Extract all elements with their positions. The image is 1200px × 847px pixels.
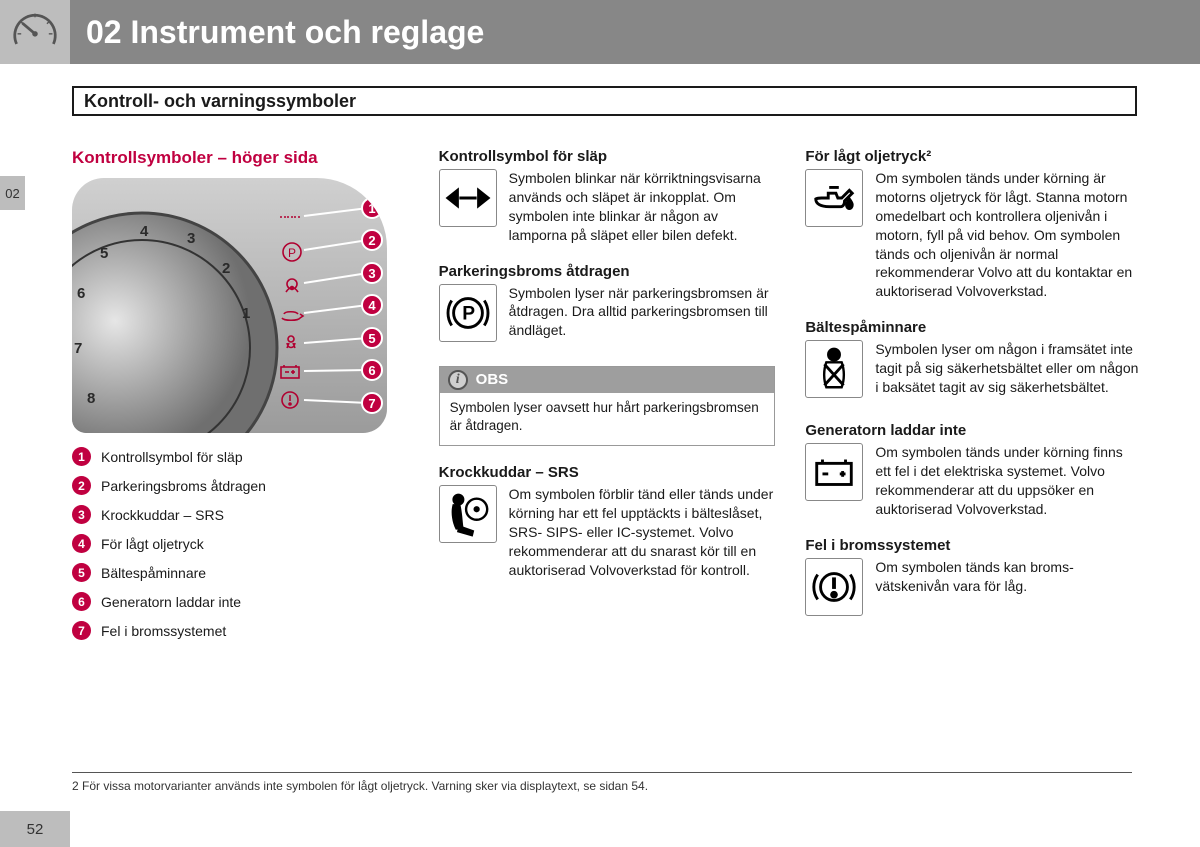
callout-3: 3 [361, 262, 383, 284]
entry-text: Om symbolen förblir tänd eller tänds und… [509, 485, 776, 579]
entry-heading: Bältespåminnare [805, 319, 1142, 336]
svg-text:6: 6 [77, 285, 85, 302]
seatbelt-icon [805, 340, 863, 398]
brake-icon [805, 558, 863, 616]
callout-5: 5 [361, 327, 383, 349]
svg-text:4: 4 [140, 223, 149, 240]
middle-column: Kontrollsymbol för släp Symbolen blinkar… [439, 148, 776, 650]
svg-text:7: 7 [74, 340, 82, 357]
svg-text:3: 3 [187, 230, 195, 247]
legend-item: 7 Fel i bromssystemet [72, 621, 409, 640]
entry-text: Symbolen lyser om någon i fram­sätet int… [875, 340, 1142, 404]
legend-item: 2 Parkeringsbroms åtdragen [72, 476, 409, 495]
entry-text: Symbolen lyser när parkerings­bromsen är… [509, 284, 776, 348]
diagram-code: G029049 [380, 427, 387, 433]
obs-header: i OBS [440, 367, 775, 393]
svg-text:5: 5 [100, 245, 108, 262]
callout-6: 6 [361, 359, 383, 381]
footnote: 2 För vissa motorvarianter används inte … [72, 772, 1132, 793]
legend-label: Bältespåminnare [101, 565, 206, 581]
legend-num: 2 [72, 476, 91, 495]
entry-heading: Krockkuddar – SRS [439, 464, 776, 481]
legend-num: 4 [72, 534, 91, 553]
legend-item: 6 Generatorn laddar inte [72, 592, 409, 611]
entry-text: Om symbolen tänds under körning finns et… [875, 443, 1142, 519]
legend-list: 1 Kontrollsymbol för släp 2 Parkeringsbrom… [72, 447, 409, 640]
svg-text:1: 1 [242, 305, 250, 322]
callout-7: 7 [361, 392, 383, 414]
battery-icon [805, 443, 863, 501]
entry-text: Om symbolen tänds under körning är motor… [875, 169, 1142, 301]
left-column: Kontrollsymboler – höger sida 876 543 21… [72, 148, 409, 650]
entry-heading: Generatorn laddar inte [805, 422, 1142, 439]
oil-icon [805, 169, 863, 227]
callout-2: 2 [361, 229, 383, 251]
legend-item: 5 Bältespåminnare [72, 563, 409, 582]
legend-num: 7 [72, 621, 91, 640]
entry-text: Symbolen blinkar när körriktnings­visarn… [509, 169, 776, 245]
page-number: 52 [0, 811, 70, 847]
gauge-icon [0, 0, 70, 64]
right-column: För lågt oljetryck² Om symbolen tänds un… [805, 148, 1142, 650]
callout-4: 4 [361, 294, 383, 316]
legend-num: 3 [72, 505, 91, 524]
entry-brake: Fel i bromssystemet Om symbolen tänds ka… [805, 537, 1142, 622]
left-heading: Kontrollsymboler – höger sida [72, 148, 409, 168]
svg-text:2: 2 [222, 260, 230, 277]
entry-heading: Fel i bromssystemet [805, 537, 1142, 554]
instrument-diagram: 8 7 6 5 4 3 2 1 P [72, 178, 387, 433]
legend-label: För lågt oljetryck [101, 536, 204, 552]
callout-1: 1 [361, 197, 383, 219]
legend-num: 6 [72, 592, 91, 611]
entry-generator: Generatorn laddar inte Om symbolen tänds… [805, 422, 1142, 519]
legend-item: 3 Krockkuddar – SRS [72, 505, 409, 524]
obs-label: OBS [476, 371, 509, 388]
legend-item: 1 Kontrollsymbol för släp [72, 447, 409, 466]
svg-text:P: P [288, 246, 296, 260]
side-tab: 02 [0, 176, 25, 210]
legend-label: Kontrollsymbol för släp [101, 449, 243, 465]
legend-num: 5 [72, 563, 91, 582]
parking-icon: P [439, 284, 497, 342]
legend-label: Krockkuddar – SRS [101, 507, 224, 523]
legend-label: Parkeringsbroms åtdragen [101, 478, 266, 494]
svg-text:P: P [462, 303, 475, 324]
section-title: Kontroll- och varningssymboler [72, 86, 1137, 116]
info-icon: i [448, 370, 468, 390]
tachometer-svg: 8 7 6 5 4 3 2 1 P [72, 178, 387, 433]
obs-box: i OBS Symbolen lyser oavsett hur hårt par… [439, 366, 776, 446]
legend-item: 4 För lågt oljetryck [72, 534, 409, 553]
entry-heading: Kontrollsymbol för släp [439, 148, 776, 165]
chapter-header: 02 Instrument och reglage [0, 0, 1200, 64]
legend-label: Generatorn laddar inte [101, 594, 241, 610]
entry-text: Om symbolen tänds kan broms­vätskenivån … [875, 558, 1142, 622]
chapter-title: 02 Instrument och reglage [86, 14, 484, 51]
legend-label: Fel i bromssystemet [101, 623, 226, 639]
trailer-icon [439, 169, 497, 227]
legend-num: 1 [72, 447, 91, 466]
obs-body: Symbolen lyser oavsett hur hårt parkerin… [440, 393, 775, 445]
entry-oil: För lågt oljetryck² Om symbolen tänds un… [805, 148, 1142, 301]
svg-text:8: 8 [87, 390, 95, 407]
entry-parking: Parkeringsbroms åtdragen P Symbolen lyse… [439, 263, 776, 348]
entry-heading: För lågt oljetryck² [805, 148, 1142, 165]
entry-heading: Parkeringsbroms åtdragen [439, 263, 776, 280]
airbag-icon [439, 485, 497, 543]
content-columns: Kontrollsymboler – höger sida 876 543 21… [72, 148, 1142, 650]
entry-trailer: Kontrollsymbol för släp Symbolen blinkar… [439, 148, 776, 245]
entry-seatbelt: Bältespåminnare Symbolen lyser om någon … [805, 319, 1142, 404]
entry-srs: Krockkuddar – SRS Om symbolen förblir tä… [439, 464, 776, 579]
